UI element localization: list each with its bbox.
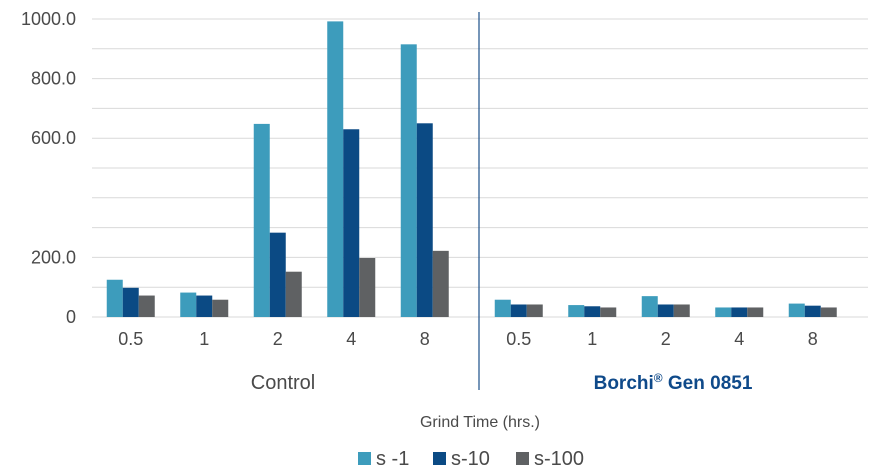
- x-tick-label: 0.5: [506, 329, 531, 349]
- x-tick-label: 1: [587, 329, 597, 349]
- bar-s-1: [789, 304, 805, 317]
- x-tick-label: 8: [420, 329, 430, 349]
- bar-s-1: [401, 44, 417, 317]
- bars: [107, 21, 837, 317]
- bar-s-100: [821, 307, 837, 317]
- bar-s-1: [715, 307, 731, 317]
- group-labels: Control Borchi® Gen 0851: [251, 371, 753, 394]
- bar-s-100: [359, 258, 375, 317]
- group-label-borchi-registered-mark: ®: [654, 371, 663, 385]
- x-axis-tick-labels: 0.5 1 2 4 8 0.5 1 2 4 8: [118, 329, 818, 349]
- x-tick-label: 0.5: [118, 329, 143, 349]
- bar-s-100: [747, 307, 763, 317]
- bar-s-100: [674, 304, 690, 317]
- y-tick-label: 800.0: [31, 69, 76, 89]
- y-tick-label: 600.0: [31, 128, 76, 148]
- bar-s-10: [417, 123, 433, 317]
- bar-s-1: [180, 293, 196, 317]
- bar-s-10: [511, 304, 527, 317]
- bar-s-100: [286, 272, 302, 317]
- x-tick-label: 1: [199, 329, 209, 349]
- gridlines: [92, 19, 868, 317]
- bar-s-1: [495, 300, 511, 317]
- bar-s-10: [123, 288, 139, 317]
- legend-swatch-s-100: [516, 452, 529, 465]
- bar-s-100: [433, 251, 449, 317]
- x-tick-label: 4: [734, 329, 744, 349]
- bar-s-1: [327, 21, 343, 317]
- bar-s-10: [731, 307, 747, 317]
- legend-label: s -1: [376, 448, 409, 470]
- y-tick-label: 1000.0: [21, 9, 76, 29]
- bar-s-100: [600, 307, 616, 317]
- y-tick-label: 200.0: [31, 247, 76, 267]
- x-tick-label: 4: [346, 329, 356, 349]
- y-axis-tick-labels: 0 200.0 600.0 800.0 1000.0: [21, 9, 76, 327]
- legend: s -1 s-10 s-100: [358, 448, 584, 470]
- legend-swatch-s-1: [358, 452, 371, 465]
- group-label-borchi: Borchi® Gen 0851: [594, 371, 753, 394]
- bar-s-10: [196, 296, 212, 317]
- bar-s-1: [254, 124, 270, 317]
- y-tick-label: 0: [66, 307, 76, 327]
- bar-s-10: [270, 233, 286, 317]
- bar-s-100: [212, 300, 228, 317]
- legend-label: s-10: [451, 448, 490, 470]
- x-tick-label: 2: [661, 329, 671, 349]
- bar-s-10: [658, 304, 674, 317]
- bar-s-1: [642, 296, 658, 317]
- group-label-borchi-name: Borchi: [594, 373, 654, 394]
- bar-s-10: [343, 129, 359, 317]
- bar-s-10: [805, 306, 821, 317]
- x-tick-label: 2: [273, 329, 283, 349]
- group-label-borchi-suffix: Gen 0851: [663, 373, 753, 394]
- bar-s-100: [527, 304, 543, 317]
- legend-label: s-100: [534, 448, 584, 470]
- bar-s-10: [584, 306, 600, 317]
- legend-swatch-s-10: [433, 452, 446, 465]
- bar-s-100: [139, 296, 155, 317]
- x-axis-title: Grind Time (hrs.): [420, 414, 540, 431]
- bar-s-1: [107, 280, 123, 317]
- group-label-control: Control: [251, 372, 315, 394]
- x-tick-label: 8: [808, 329, 818, 349]
- bar-s-1: [568, 305, 584, 317]
